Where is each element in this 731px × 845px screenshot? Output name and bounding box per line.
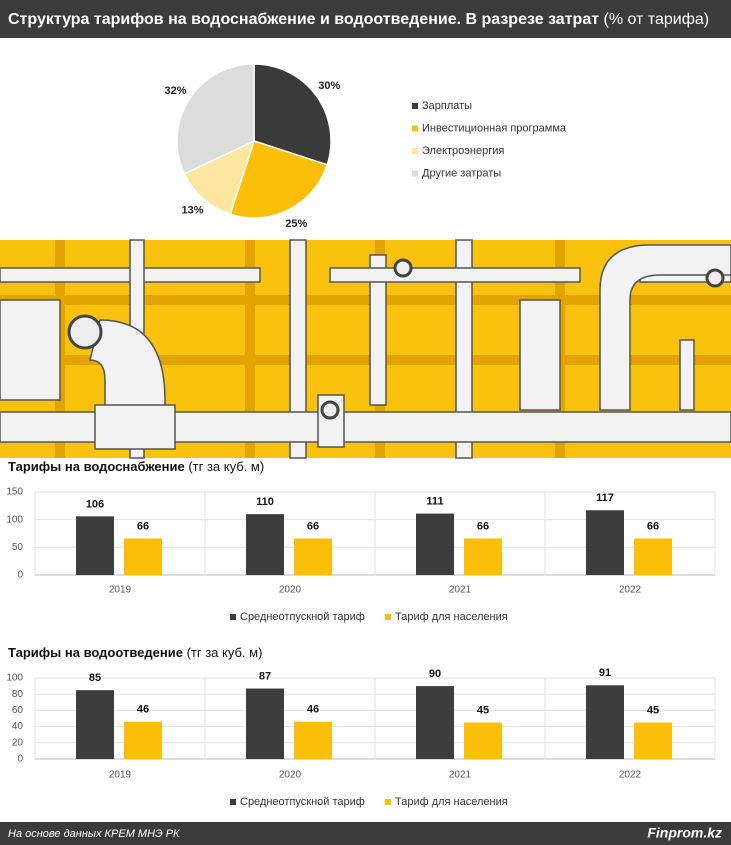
y-tick-label: 0 [17,754,23,765]
bar [464,722,502,759]
bar [294,538,332,575]
legend-swatch [385,799,391,805]
data-label: 91 [599,667,611,679]
legend-swatch [230,614,236,620]
data-label: 45 [647,704,659,716]
x-tick-label: 2022 [619,770,642,781]
legend-label: Инвестиционная программа [422,122,567,134]
pie-label: 32% [164,85,186,97]
pie-label: 30% [318,80,340,92]
data-label: 46 [307,704,319,716]
bar [246,514,284,575]
bar [416,513,454,575]
legend-label: Другие затраты [422,167,501,179]
title-note: (% от тарифа) [604,11,710,28]
footer-brand: Finprom.kz [647,825,722,841]
data-label: 66 [477,520,489,532]
bar [586,510,624,575]
x-tick-label: 2022 [619,585,642,596]
legend-label: Тариф для населения [395,611,508,623]
footer-source: На основе данных КРЕМ МНЭ РК [8,828,180,840]
chart-title: Тарифы на водоснабжение (тг за куб. м) [8,459,264,474]
data-label: 117 [596,492,614,504]
data-label: 66 [137,520,149,532]
data-label: 45 [477,704,489,716]
pipes-illustration [0,239,731,459]
bar [416,686,454,759]
bar [246,688,284,759]
y-tick-label: 60 [12,705,24,716]
y-tick-label: 40 [12,721,24,732]
y-tick-label: 20 [12,737,24,748]
bar [634,722,672,759]
header-bar [0,0,731,38]
bar [76,690,114,759]
pie-slice [229,140,329,219]
chart-title-main: Тарифы на водоснабжение [8,459,185,474]
chart-title-main: Тарифы на водоотведение [8,645,183,660]
data-label: 87 [259,670,271,682]
bar [124,721,162,759]
x-tick-label: 2021 [449,585,472,596]
y-tick-label: 80 [12,689,24,700]
legend-swatch [412,125,418,132]
data-label: 66 [307,520,319,532]
bar [124,538,162,575]
footer-bar [0,822,731,845]
legend-label: Среднеотпускной тариф [240,611,365,623]
legend-label: Среднеотпускной тариф [240,796,365,808]
legend-swatch [385,614,391,620]
legend-label: Зарплаты [422,100,472,112]
bar [76,516,114,575]
legend-label: Тариф для населения [395,796,508,808]
data-label: 110 [256,496,274,508]
pie-label: 25% [285,218,307,230]
data-label: 85 [89,672,101,684]
data-label: 111 [426,495,443,507]
legend-swatch [230,799,236,805]
y-tick-label: 100 [6,514,23,525]
legend-swatch [412,103,418,109]
data-label: 106 [86,498,104,510]
header-title: Структура тарифов на водоснабжение и вод… [8,11,709,28]
legend-swatch [412,148,418,154]
data-label: 46 [137,704,149,716]
x-tick-label: 2020 [279,770,302,781]
pie-slice [176,63,255,175]
bar [634,538,672,575]
bar [586,685,624,759]
legend-swatch [412,170,418,177]
y-tick-label: 0 [17,570,23,581]
chart-unit: (тг за куб. м) [188,459,264,474]
bar [464,538,502,575]
data-label: 66 [647,520,659,532]
x-tick-label: 2019 [109,585,132,596]
data-label: 90 [429,668,441,680]
x-tick-label: 2019 [109,770,132,781]
y-tick-label: 150 [6,487,23,498]
x-tick-label: 2020 [279,585,302,596]
y-tick-label: 100 [6,673,23,684]
pie-label: 13% [181,205,203,217]
pie-slice [253,63,332,166]
legend-label: Электроэнергия [422,145,504,157]
chart-title: Тарифы на водоотведение (тг за куб. м) [8,645,262,660]
chart-unit: (тг за куб. м) [187,645,263,660]
bar [294,721,332,759]
x-tick-label: 2021 [449,770,472,781]
title-main: Структура тарифов на водоснабжение и вод… [8,11,599,28]
y-tick-label: 50 [12,542,24,553]
pie-slice [183,139,256,216]
